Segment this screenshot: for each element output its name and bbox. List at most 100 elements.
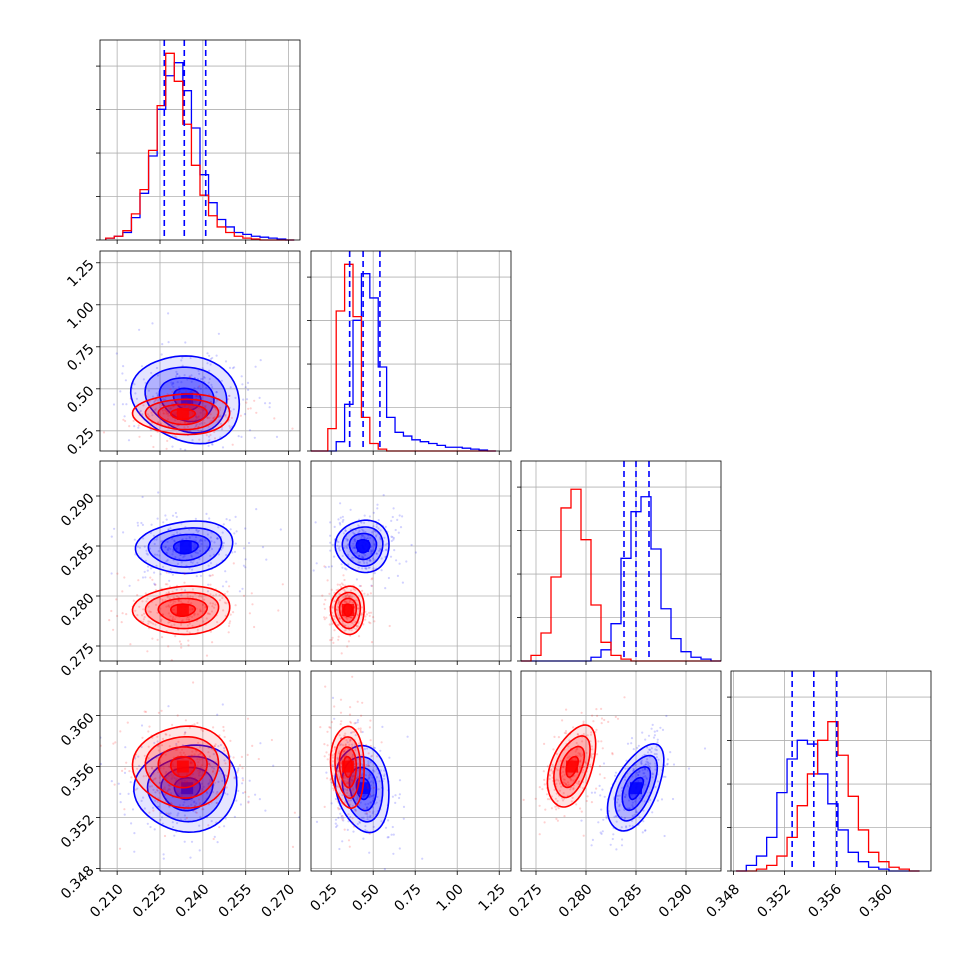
scatter-point <box>375 535 378 538</box>
scatter-point <box>358 554 361 558</box>
panel-frame <box>520 670 722 872</box>
y-tick-label: 0.360 <box>58 710 98 750</box>
scatter-point <box>221 446 225 449</box>
scatter-point <box>353 808 357 811</box>
scatter-point <box>211 770 214 774</box>
scatter-point <box>166 439 169 442</box>
scatter-point <box>612 833 615 836</box>
scatter-point <box>390 833 393 836</box>
scatter-point <box>410 543 413 547</box>
x-tick-label: 0.352 <box>754 881 794 921</box>
scatter-point <box>165 770 168 774</box>
scatter-point <box>122 418 125 421</box>
scatter-point <box>178 782 181 785</box>
panel-frame <box>99 460 301 662</box>
scatter-point <box>391 515 394 519</box>
scatter-point <box>223 749 226 753</box>
scatter-point <box>154 791 157 794</box>
scatter-point <box>398 779 402 782</box>
scatter-point <box>217 745 220 748</box>
scatter-point <box>164 733 167 736</box>
scatter-point <box>638 816 641 819</box>
scatter-point <box>543 821 546 824</box>
scatter-point <box>227 398 230 401</box>
scatter-point <box>201 787 204 791</box>
scatter-point <box>183 814 186 817</box>
scatter-point <box>326 730 329 733</box>
scatter-point <box>152 809 155 812</box>
scatter-point <box>125 613 128 616</box>
scatter-point <box>155 392 158 395</box>
scatter-point <box>215 801 219 805</box>
scatter-point <box>228 394 231 397</box>
scatter-point <box>589 765 593 769</box>
scatter-point <box>200 407 203 410</box>
scatter-point <box>371 577 374 580</box>
scatter-point <box>160 540 163 543</box>
scatter-point <box>360 731 363 734</box>
scatter-point <box>175 595 179 598</box>
scatter-point <box>561 765 565 768</box>
scatter-point <box>653 752 656 756</box>
scatter-point <box>172 413 175 416</box>
scatter-point <box>157 745 160 748</box>
panel-frame <box>310 250 512 452</box>
scatter-point <box>329 521 332 524</box>
scatter-point <box>334 822 337 825</box>
scatter-point <box>337 518 340 521</box>
scatter-point <box>384 525 387 529</box>
scatter-point <box>202 808 205 811</box>
density-peak-blue <box>630 782 642 795</box>
scatter-point <box>642 809 645 812</box>
scatter-point <box>184 781 187 784</box>
scatter-point <box>331 622 334 626</box>
scatter-point <box>230 416 233 419</box>
scatter-point <box>177 599 180 602</box>
scatter-point <box>181 538 184 541</box>
scatter-point <box>346 593 349 596</box>
scatter-point <box>661 728 665 732</box>
scatter-point <box>358 820 361 824</box>
scatter-point <box>352 825 356 828</box>
scatter-point <box>224 570 227 573</box>
scatter-point <box>371 531 374 534</box>
scatter-point <box>189 856 192 859</box>
scatter-point <box>165 411 168 414</box>
scatter-point <box>225 518 228 521</box>
scatter-point <box>341 794 344 797</box>
scatter-point <box>202 785 205 789</box>
scatter-point <box>211 747 214 751</box>
scatter-point <box>157 421 160 424</box>
scatter-point <box>212 767 216 770</box>
scatter-point <box>368 851 371 854</box>
scatter-point <box>581 787 585 790</box>
scatter-point <box>603 795 606 798</box>
scatter-point <box>344 529 347 532</box>
scatter-point <box>193 777 197 780</box>
scatter-point <box>177 740 180 743</box>
scatter-point <box>186 425 189 428</box>
scatter-point <box>216 537 219 540</box>
scatter-point <box>631 814 634 818</box>
scatter-point <box>228 366 232 369</box>
scatter-point <box>315 820 319 824</box>
scatter-point <box>556 819 560 822</box>
scatter-point <box>172 600 175 603</box>
scatter-point <box>242 594 246 597</box>
scatter-point <box>647 734 651 737</box>
scatter-point <box>110 535 113 538</box>
scatter-point <box>368 773 372 776</box>
scatter-point <box>336 800 339 803</box>
scatter-point <box>212 791 215 794</box>
scatter-point <box>191 750 194 753</box>
scatter-point <box>251 744 254 748</box>
scatter-point <box>348 781 351 784</box>
scatter-point <box>148 620 151 623</box>
scatter-point <box>235 799 238 802</box>
scatter-point <box>376 503 379 506</box>
scatter-point <box>184 719 187 722</box>
scatter-point <box>552 748 555 751</box>
scatter-point <box>133 850 136 853</box>
scatter-point <box>346 538 349 542</box>
scatter-point <box>268 406 271 409</box>
